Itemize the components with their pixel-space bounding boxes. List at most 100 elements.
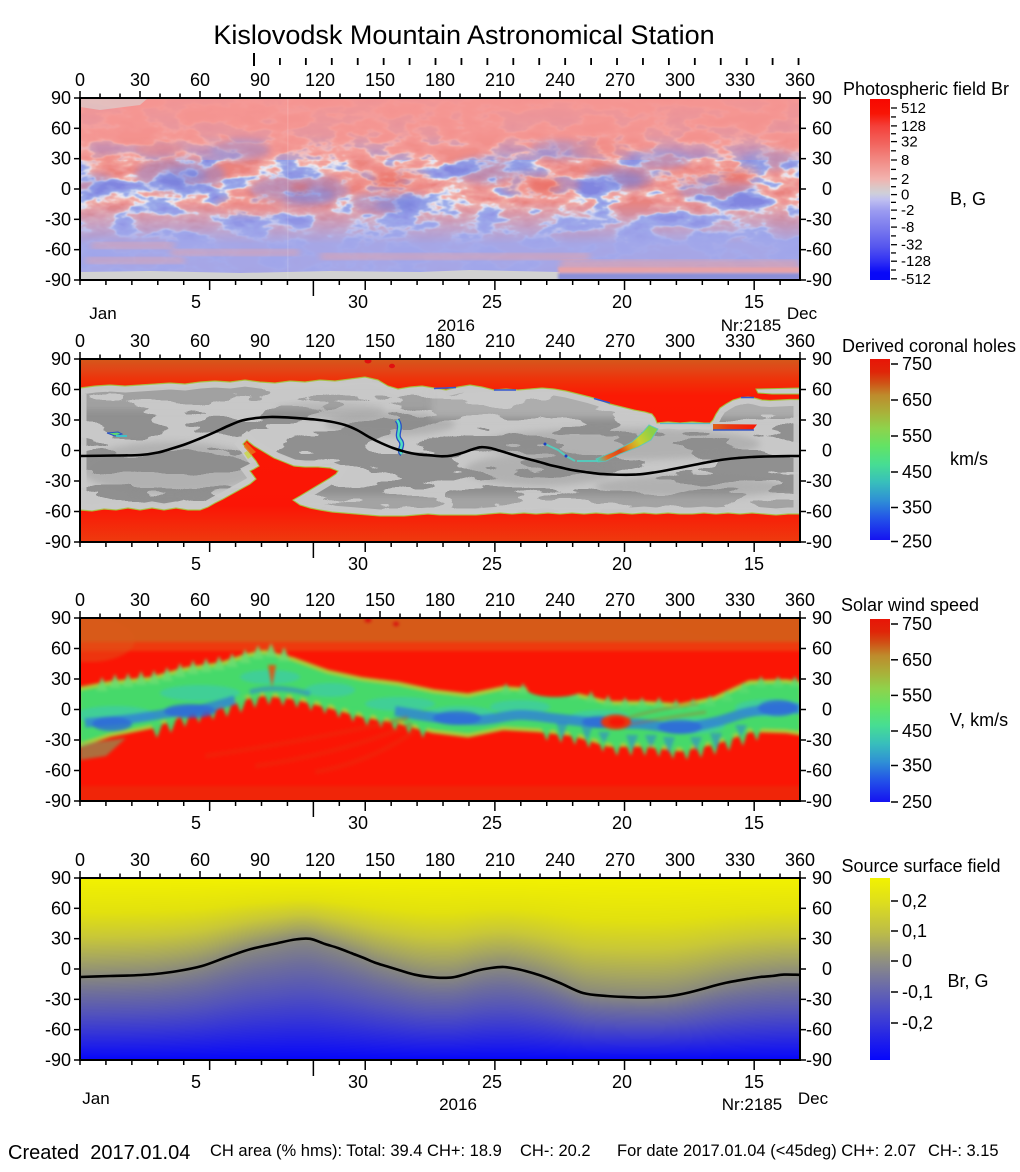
svg-text:V, km/s: V, km/s <box>950 710 1008 730</box>
svg-text:-90: -90 <box>45 1050 71 1070</box>
svg-text:60: 60 <box>190 850 210 870</box>
svg-text:30: 30 <box>812 669 832 689</box>
svg-text:0: 0 <box>822 700 832 720</box>
svg-text:150: 150 <box>365 331 395 351</box>
svg-text:270: 270 <box>605 70 635 90</box>
svg-text:90: 90 <box>51 868 71 888</box>
svg-text:270: 270 <box>605 590 635 610</box>
svg-text:Jan: Jan <box>89 304 116 323</box>
svg-text:-512: -512 <box>901 271 931 288</box>
svg-text:30: 30 <box>51 929 71 949</box>
svg-text:32: 32 <box>901 134 918 151</box>
svg-text:-30: -30 <box>45 471 71 491</box>
svg-text:-60: -60 <box>806 240 832 260</box>
svg-text:90: 90 <box>812 88 832 108</box>
svg-text:Kislovodsk Mountain Astronomic: Kislovodsk Mountain Astronomical Station <box>213 20 714 50</box>
svg-text:2016: 2016 <box>439 1095 477 1114</box>
svg-text:90: 90 <box>812 868 832 888</box>
svg-text:Jan: Jan <box>82 1089 109 1108</box>
svg-text:20: 20 <box>612 813 632 833</box>
svg-text:30: 30 <box>130 331 150 351</box>
svg-text:240: 240 <box>545 331 575 351</box>
svg-text:650: 650 <box>902 390 932 410</box>
svg-text:Dec: Dec <box>787 304 818 323</box>
svg-text:30: 30 <box>130 70 150 90</box>
svg-text:90: 90 <box>812 349 832 369</box>
svg-text:2: 2 <box>901 171 909 188</box>
svg-text:0: 0 <box>822 179 832 199</box>
svg-text:30: 30 <box>812 929 832 949</box>
svg-text:180: 180 <box>425 850 455 870</box>
svg-text:5: 5 <box>191 1072 201 1092</box>
svg-text:90: 90 <box>250 70 270 90</box>
svg-text:360: 360 <box>785 590 815 610</box>
svg-text:360: 360 <box>785 331 815 351</box>
svg-text:25: 25 <box>482 1072 502 1092</box>
svg-text:-2: -2 <box>901 202 914 219</box>
svg-text:0,1: 0,1 <box>902 921 927 941</box>
svg-text:20: 20 <box>612 554 632 574</box>
svg-text:-30: -30 <box>806 730 832 750</box>
svg-text:-90: -90 <box>806 1050 832 1070</box>
svg-text:180: 180 <box>425 590 455 610</box>
svg-text:450: 450 <box>902 462 932 482</box>
svg-text:B, G: B, G <box>950 189 986 209</box>
svg-text:60: 60 <box>51 118 71 138</box>
svg-text:330: 330 <box>725 590 755 610</box>
svg-text:128: 128 <box>901 118 926 135</box>
svg-text:Solar wind speed: Solar wind speed <box>841 595 979 615</box>
svg-text:30: 30 <box>348 813 368 833</box>
svg-text:-30: -30 <box>806 209 832 229</box>
svg-text:25: 25 <box>482 554 502 574</box>
svg-text:25: 25 <box>482 292 502 312</box>
svg-text:15: 15 <box>744 292 764 312</box>
svg-text:-30: -30 <box>45 730 71 750</box>
svg-text:330: 330 <box>725 331 755 351</box>
svg-text:180: 180 <box>425 331 455 351</box>
svg-text:0: 0 <box>75 590 85 610</box>
svg-text:360: 360 <box>785 850 815 870</box>
svg-text:0: 0 <box>61 700 71 720</box>
svg-text:-32: -32 <box>901 237 923 254</box>
svg-text:330: 330 <box>725 70 755 90</box>
svg-text:0,2: 0,2 <box>902 891 927 911</box>
svg-text:30: 30 <box>812 410 832 430</box>
svg-text:-128: -128 <box>901 253 931 270</box>
svg-text:90: 90 <box>812 608 832 628</box>
svg-text:750: 750 <box>902 614 932 634</box>
svg-text:5: 5 <box>191 554 201 574</box>
svg-text:Br, G: Br, G <box>947 971 988 991</box>
svg-text:-60: -60 <box>806 1020 832 1040</box>
svg-text:150: 150 <box>365 70 395 90</box>
svg-text:240: 240 <box>545 850 575 870</box>
svg-text:0: 0 <box>75 70 85 90</box>
svg-text:15: 15 <box>744 813 764 833</box>
svg-text:120: 120 <box>305 850 335 870</box>
svg-text:Source surface field: Source surface field <box>841 856 1000 876</box>
svg-text:15: 15 <box>744 554 764 574</box>
svg-text:30: 30 <box>348 1072 368 1092</box>
svg-text:30: 30 <box>348 292 368 312</box>
svg-text:60: 60 <box>51 639 71 659</box>
svg-text:CH-: 3.15: CH-: 3.15 <box>928 1142 999 1160</box>
svg-text:0: 0 <box>822 959 832 979</box>
svg-text:0: 0 <box>75 331 85 351</box>
svg-text:-90: -90 <box>45 791 71 811</box>
svg-text:60: 60 <box>51 380 71 400</box>
svg-text:60: 60 <box>190 590 210 610</box>
svg-text:5: 5 <box>191 292 201 312</box>
svg-text:60: 60 <box>51 898 71 918</box>
svg-text:-60: -60 <box>45 1020 71 1040</box>
svg-text:-60: -60 <box>806 761 832 781</box>
svg-text:km/s: km/s <box>950 449 988 469</box>
svg-text:5: 5 <box>191 813 201 833</box>
svg-text:2016: 2016 <box>437 316 475 335</box>
svg-text:-90: -90 <box>806 532 832 552</box>
svg-text:90: 90 <box>51 349 71 369</box>
svg-text:-8: -8 <box>901 219 914 236</box>
svg-text:270: 270 <box>605 331 635 351</box>
svg-text:90: 90 <box>51 88 71 108</box>
svg-text:20: 20 <box>612 292 632 312</box>
svg-text:60: 60 <box>190 331 210 351</box>
svg-text:250: 250 <box>902 792 932 812</box>
